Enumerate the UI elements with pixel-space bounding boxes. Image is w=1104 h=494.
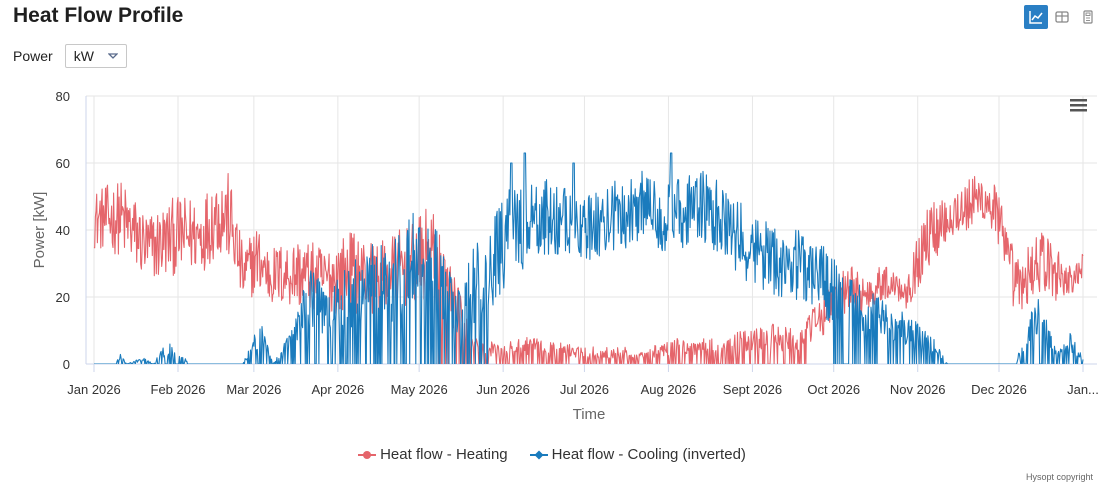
- y-axis-title: Power [kW]: [31, 192, 48, 269]
- legend-marker-cooling: [529, 450, 548, 459]
- x-tick-label: Apr 2026: [311, 382, 364, 397]
- x-tick-label: Nov 2026: [890, 382, 946, 397]
- x-tick-label: Jun 2026: [476, 382, 530, 397]
- x-tick-label: Oct 2026: [807, 382, 860, 397]
- x-tick-label: Jan 2026: [67, 382, 121, 397]
- chevron-down-icon: [107, 53, 118, 59]
- x-tick-label: Feb 2026: [151, 382, 206, 397]
- x-tick-label: Jul 2026: [560, 382, 609, 397]
- x-axis-title: Time: [573, 406, 606, 423]
- x-tick-label: Dec 2026: [971, 382, 1027, 397]
- x-tick-label: May 2026: [391, 382, 448, 397]
- y-tick-label: 20: [56, 290, 70, 305]
- y-tick-label: 60: [56, 156, 70, 171]
- x-tick-label: Sept 2026: [723, 382, 782, 397]
- unit-row: Power kW: [13, 44, 127, 68]
- series-line-heating: [93, 173, 1084, 364]
- y-tick-label: 80: [56, 89, 70, 104]
- legend-item-cooling[interactable]: Heat flow - Cooling (inverted): [529, 446, 746, 463]
- heat-flow-chart: 0 20 40 60 80 Jan 2026 Feb 2026 Mar 2026 Apr 202…: [31, 89, 1099, 423]
- chart-view-icon[interactable]: [1024, 5, 1048, 29]
- page-title: Heat Flow Profile: [13, 4, 184, 27]
- calculator-view-icon[interactable]: [1076, 5, 1100, 29]
- x-tick-label: Aug 2026: [641, 382, 697, 397]
- view-toggle: [1024, 5, 1100, 29]
- y-tick-label: 40: [56, 223, 70, 238]
- x-tick-label: Mar 2026: [226, 382, 281, 397]
- unit-label: Power: [13, 48, 53, 64]
- chart-legend: Heat flow - Heating Heat flow - Cooling …: [0, 446, 1104, 463]
- unit-select-value: kW: [73, 48, 94, 64]
- legend-marker-heating: [358, 450, 377, 459]
- legend-label-heating: Heat flow - Heating: [380, 446, 508, 463]
- table-view-icon[interactable]: [1050, 5, 1074, 29]
- series-line-cooling: [94, 152, 1084, 364]
- y-tick-label: 0: [63, 357, 70, 372]
- legend-item-heating[interactable]: Heat flow - Heating: [358, 446, 508, 463]
- legend-label-cooling: Heat flow - Cooling (inverted): [551, 446, 746, 463]
- chart-menu-icon[interactable]: [1069, 97, 1089, 120]
- credits: Hysopt copyright: [1025, 472, 1093, 482]
- x-tick-label: Jan...: [1067, 382, 1099, 397]
- unit-select[interactable]: kW: [64, 44, 127, 68]
